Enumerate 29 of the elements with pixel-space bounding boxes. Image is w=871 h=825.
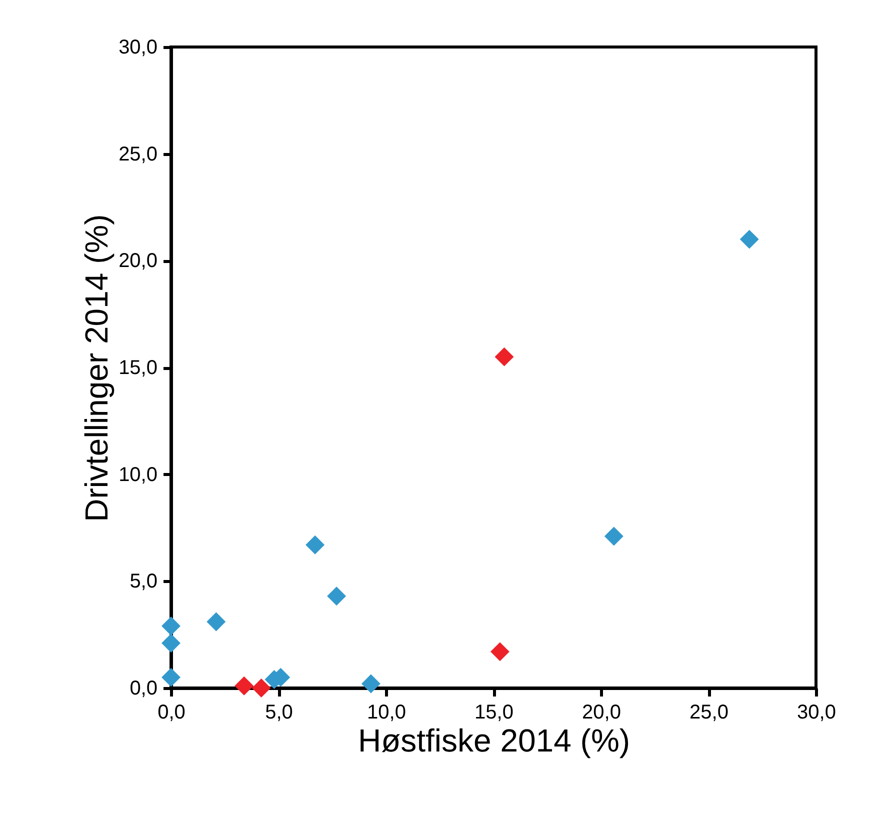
point bbox=[162, 634, 180, 653]
x-tick-label: 5,0 bbox=[265, 702, 293, 724]
x-tick-label: 20,0 bbox=[582, 702, 621, 724]
y-tick-label: 25,0 bbox=[118, 143, 158, 166]
y-tick-label: 15,0 bbox=[118, 357, 158, 379]
point bbox=[306, 535, 325, 554]
point bbox=[604, 526, 624, 546]
y-tick-label: 5,0 bbox=[130, 570, 158, 593]
x-tick-label: 25,0 bbox=[690, 702, 728, 724]
point bbox=[234, 676, 254, 696]
point bbox=[162, 668, 180, 687]
point bbox=[206, 612, 226, 632]
x-tick-label: 0,0 bbox=[158, 702, 186, 724]
y-tick-label: 30,0 bbox=[118, 36, 158, 58]
point bbox=[327, 586, 346, 606]
point bbox=[162, 616, 180, 636]
y-tick-label: 0,0 bbox=[130, 678, 158, 700]
point bbox=[252, 678, 271, 698]
y-tick-label: 20,0 bbox=[118, 250, 158, 272]
y-axis-title: Drivtellinger 2014 (%) bbox=[78, 214, 115, 522]
point bbox=[740, 230, 759, 249]
point bbox=[361, 674, 380, 694]
point bbox=[494, 347, 514, 366]
x-tick-label: 10,0 bbox=[367, 702, 406, 724]
point bbox=[490, 642, 510, 662]
x-axis-title: Høstfiske 2014 (%) bbox=[358, 722, 630, 758]
y-tick-label: 10,0 bbox=[118, 464, 158, 486]
x-tick-label: 15,0 bbox=[474, 702, 514, 724]
x-tick-label: 30,0 bbox=[797, 702, 836, 724]
